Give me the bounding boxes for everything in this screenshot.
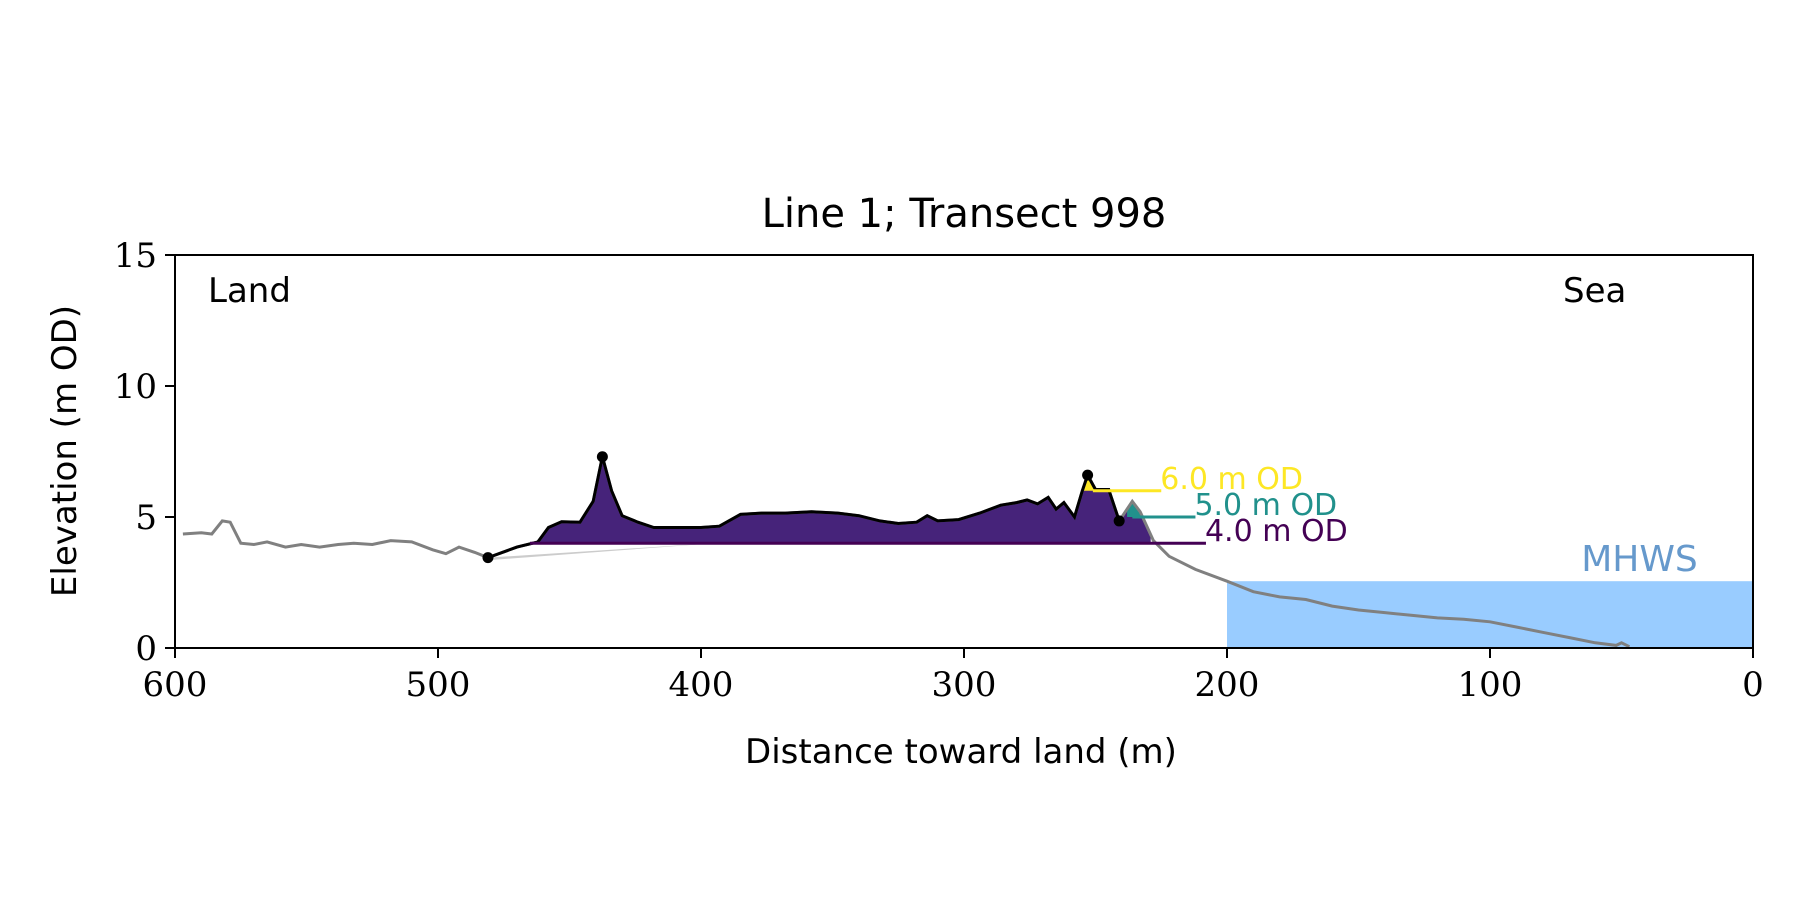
threshold-fill-4 (537, 456, 1151, 544)
dune-marker (596, 451, 608, 463)
x-tick-label: 300 (932, 665, 997, 705)
x-axis: 600 500 400 300 200 100 0 (143, 648, 1764, 705)
land-annotation: Land (208, 271, 291, 311)
base-wedge (487, 543, 715, 561)
y-tick-label: 0 (135, 629, 157, 669)
x-tick-label: 100 (1458, 665, 1523, 705)
dune-marker (1082, 469, 1094, 481)
threshold-label-6: 6.0 m OD (1160, 462, 1303, 497)
threshold-label-5: 5.0 m OD (1194, 488, 1337, 523)
threshold-label-4: 4.0 m OD (1205, 514, 1348, 549)
x-tick-label: 500 (406, 665, 471, 705)
mhws-water (1227, 581, 1753, 648)
dune-marker (482, 552, 494, 564)
chart-title: Line 1; Transect 998 (762, 191, 1167, 237)
dune-marker (1113, 515, 1125, 527)
dune-outline (487, 456, 1121, 560)
sea-annotation: Sea (1563, 271, 1626, 311)
mhws-label: MHWS (1581, 539, 1698, 580)
y-axis: 0 5 10 15 (114, 236, 175, 669)
y-tick-label: 10 (114, 367, 157, 407)
y-tick-label: 5 (135, 498, 157, 538)
x-axis-label: Distance toward land (m) (745, 732, 1177, 772)
y-axis-label: Elevation (m OD) (45, 305, 85, 597)
y-tick-label: 15 (114, 236, 157, 276)
x-tick-label: 0 (1742, 665, 1764, 705)
x-tick-label: 200 (1195, 665, 1260, 705)
x-tick-label: 400 (669, 665, 734, 705)
plot-area: 6.0 m OD5.0 m OD4.0 m OD MHWS (182, 451, 1753, 649)
x-tick-label: 600 (143, 665, 208, 705)
